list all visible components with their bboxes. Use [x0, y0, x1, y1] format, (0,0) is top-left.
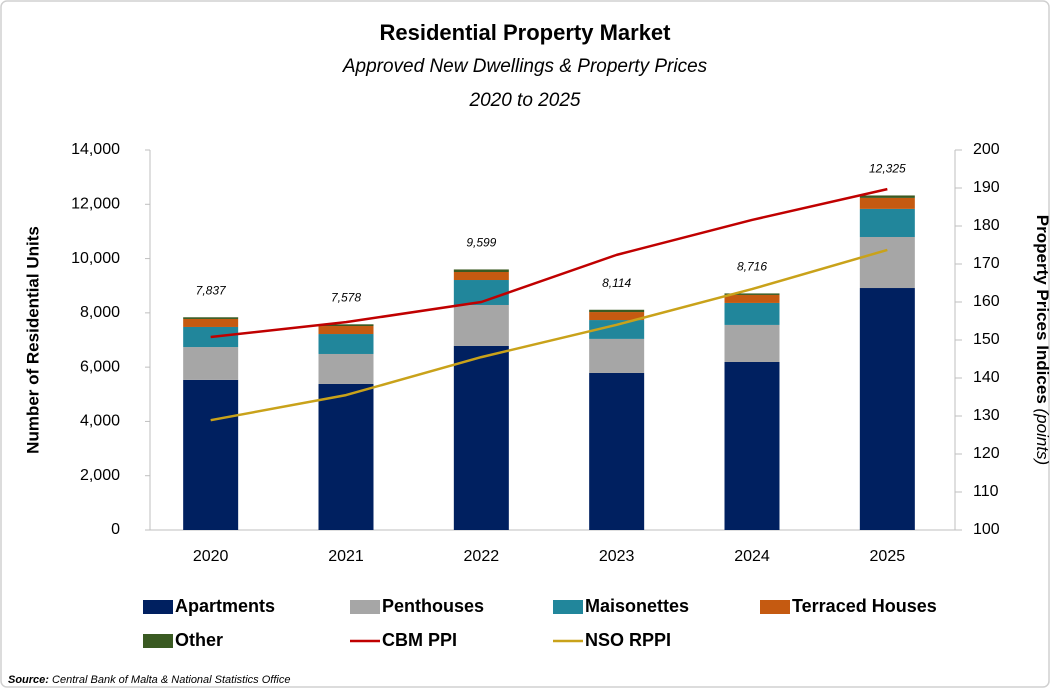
x-tick-label: 2023	[599, 548, 635, 565]
y2-tick-label: 120	[973, 445, 1000, 462]
y2-tick-label: 180	[973, 217, 1000, 234]
bar-segment	[453, 304, 509, 346]
bar-segment	[859, 197, 915, 209]
y2-tick-label: 140	[973, 369, 1000, 386]
y2-tick-label: 200	[973, 141, 1000, 158]
y-tick-label: 8,000	[80, 304, 120, 321]
y-tick-label: 6,000	[80, 358, 120, 375]
total-label: 12,325	[869, 162, 906, 176]
legend-label: Other	[175, 630, 223, 650]
bar-segment	[589, 312, 645, 321]
legend-label: NSO RPPI	[585, 630, 671, 650]
total-label: 8,716	[737, 260, 767, 274]
y2-axis-label-text: Property Prices Indices	[1033, 215, 1051, 404]
bar-segment	[318, 324, 374, 327]
bar-segment	[453, 272, 509, 281]
x-tick-label: 2022	[464, 548, 500, 565]
y2-axis-unit: (points)	[1033, 409, 1051, 466]
bar-segment	[183, 317, 239, 319]
y-tick-label: 0	[111, 521, 120, 538]
total-label: 7,837	[196, 283, 227, 297]
total-label: 9,599	[466, 236, 496, 250]
bar-segment	[589, 320, 645, 339]
legend-label: Penthouses	[382, 596, 484, 616]
bar-segment	[589, 309, 645, 313]
legend-swatch	[553, 600, 583, 614]
bar-segment	[724, 361, 780, 530]
y-tick-label: 10,000	[71, 250, 120, 267]
bar-segment	[183, 326, 239, 348]
bar-segment	[453, 345, 509, 530]
y2-tick-label: 130	[973, 407, 1000, 424]
bar-segment	[318, 326, 374, 335]
legend-label: Apartments	[175, 596, 275, 616]
bar-segment	[724, 324, 780, 362]
source-label: Source:	[8, 674, 49, 686]
bar-segment	[318, 383, 374, 530]
y2-tick-label: 170	[973, 255, 1000, 272]
y2-tick-label: 110	[973, 483, 999, 500]
bar-segment	[859, 195, 915, 198]
x-tick-label: 2020	[193, 548, 229, 565]
bar-segment	[589, 338, 645, 373]
y2-tick-label: 100	[973, 521, 1000, 538]
bar-segment	[724, 302, 780, 325]
y2-tick-label: 160	[973, 293, 1000, 310]
y-tick-label: 4,000	[80, 413, 120, 430]
y-tick-label: 2,000	[80, 467, 120, 484]
bar-segment	[183, 347, 239, 380]
bar-segment	[183, 318, 239, 327]
legend-swatch	[143, 600, 173, 614]
chart-subtitle: 2020 to 2025	[469, 90, 581, 111]
line-series	[210, 187, 888, 339]
plot-area: 0 2,000 4,000 6,000 8,000 10,000 12,000 14,000 1…	[71, 141, 1000, 565]
y2-tick-label: 150	[973, 331, 1000, 348]
legend-label: CBM PPI	[382, 630, 457, 650]
bar-segment	[724, 294, 780, 303]
legend-swatch	[760, 600, 790, 614]
bar-segment	[859, 288, 915, 530]
y-axis-label: Number of Residential Units	[23, 226, 42, 454]
bar-segment	[859, 236, 915, 289]
legend-label: Terraced Houses	[792, 596, 937, 616]
bar-segment	[183, 379, 239, 530]
x-tick-label: 2021	[328, 548, 364, 565]
y-tick-label: 12,000	[71, 196, 120, 213]
chart-title: Residential Property Market	[380, 20, 672, 45]
source-note: Source: Central Bank of Malta & National…	[8, 674, 290, 686]
source-text: Central Bank of Malta & National Statist…	[52, 674, 290, 686]
bar-segment	[724, 293, 780, 295]
bar-segment	[318, 334, 374, 354]
chart-subtitle: Approved New Dwellings & Property Prices	[342, 56, 708, 77]
y-tick-label: 14,000	[71, 141, 120, 158]
y2-axis-label: Property Prices Indices (points)	[1033, 215, 1051, 465]
y2-tick-label: 190	[973, 179, 1000, 196]
legend-swatch	[350, 600, 380, 614]
bar-segment	[453, 269, 509, 273]
bar-segment	[318, 353, 374, 384]
total-label: 8,114	[602, 276, 631, 290]
bar-segment	[589, 372, 645, 530]
bar-segment	[859, 208, 915, 237]
total-label: 7,578	[331, 290, 361, 304]
legend-swatch	[143, 634, 173, 648]
line-series	[210, 248, 888, 422]
x-tick-label: 2024	[734, 548, 770, 565]
legend-label: Maisonettes	[585, 596, 689, 616]
x-tick-label: 2025	[870, 548, 906, 565]
